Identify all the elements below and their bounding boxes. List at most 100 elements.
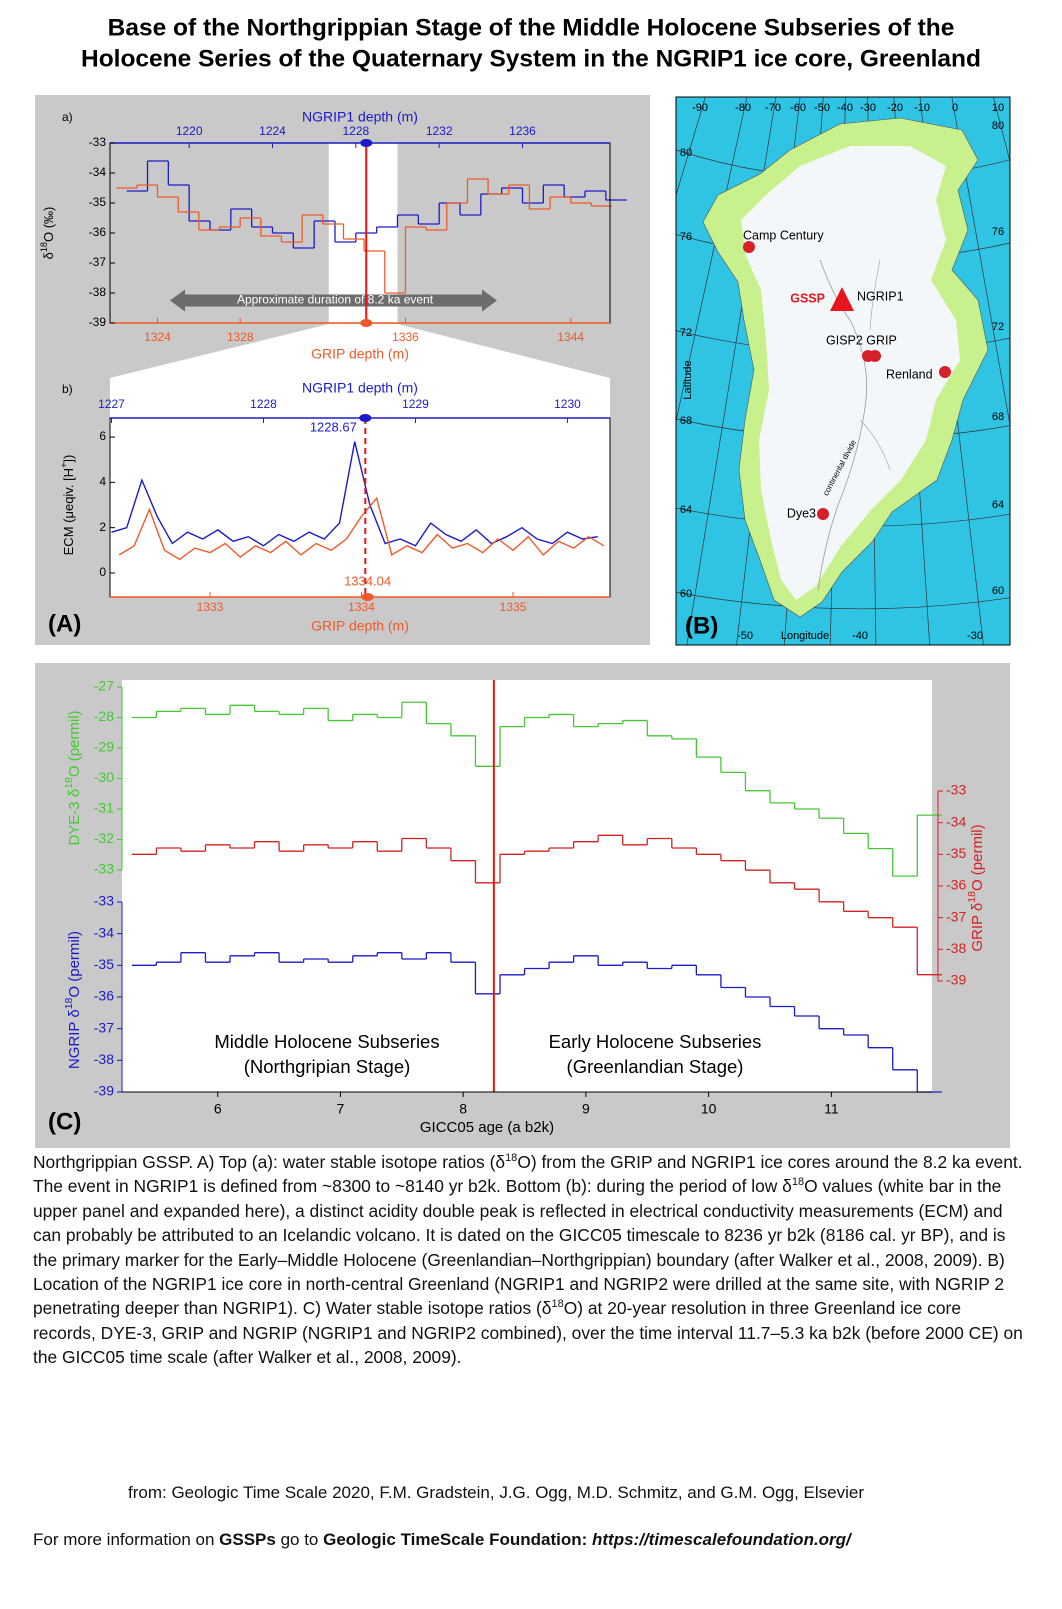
caption-text: O values (white bar in the upper panel a… <box>33 1176 1006 1319</box>
y-tick-label: -37 <box>94 1019 114 1035</box>
annotation: (Northgripian Stage) <box>244 1056 411 1077</box>
site-label: NGRIP1 <box>857 289 904 303</box>
footer-link[interactable]: https://timescalefoundation.org/ <box>592 1530 851 1549</box>
y-tick-label: -34 <box>946 813 966 829</box>
y-axis-title: GRIP δ18O (permil) <box>966 824 986 951</box>
meridian <box>676 97 706 197</box>
y-axis-title: δ18O (‰) <box>39 207 56 260</box>
y-tick-label: -34 <box>94 924 114 940</box>
caption-superscript: 18 <box>791 1176 805 1189</box>
site-dot <box>869 350 881 362</box>
x-bottom-tick-label: 1344 <box>557 330 584 344</box>
y-axis-title: ECM (μeqiv. [H+]) <box>59 455 76 556</box>
site-label: Renland <box>886 367 933 381</box>
y-axis-title-part: 18 <box>63 997 75 1009</box>
caption: Northgrippian GSSP. A) Top (a): water st… <box>33 1150 1023 1370</box>
longitude-label: -70 <box>765 102 781 114</box>
y-tick-label: -37 <box>89 255 107 269</box>
y-tick-label: -35 <box>946 845 966 861</box>
x-bottom-tick-label: 1334 <box>348 600 375 614</box>
y-tick-label: -31 <box>94 800 114 816</box>
latitude-label: 60 <box>992 585 1004 597</box>
longitude-label: -90 <box>692 102 708 114</box>
y-tick-label: 4 <box>99 475 106 489</box>
y-tick-label: -29 <box>94 739 114 755</box>
meridian <box>992 97 1010 163</box>
y-tick-label: -35 <box>89 195 107 209</box>
x-bottom-tick-label: 1324 <box>144 330 171 344</box>
latitude-label: 76 <box>992 226 1004 238</box>
series-line <box>111 441 598 547</box>
x-top-tick-label: 1227 <box>98 397 125 411</box>
y-tick-label: 0 <box>99 565 106 579</box>
y-tick-label: -33 <box>89 135 107 149</box>
latitude-label: 80 <box>680 147 692 159</box>
latitude-label: 80 <box>992 120 1004 132</box>
y-axis-title-part: O (‰) <box>41 207 56 242</box>
longitude-label: -40 <box>837 102 853 114</box>
latitude-label: 72 <box>680 327 692 339</box>
y-axis-title-part: O (permil) <box>969 824 986 891</box>
y-tick-label: -34 <box>89 165 107 179</box>
map: -90 -80 -70 -60 -50 -40 -30 -20 -10 0 10 80 76 72 68 64… <box>675 96 1011 646</box>
y-tick-label: -32 <box>94 830 114 846</box>
meridian <box>676 97 748 424</box>
subpanel-label: a) <box>62 110 73 124</box>
x-axis-title: GICC05 age (a b2k) <box>420 1119 554 1136</box>
map-axis-title: Latitude <box>682 360 694 399</box>
annotation: Middle Holocene Subseries <box>214 1031 439 1052</box>
x-tick-label: 7 <box>337 1101 345 1117</box>
site-label: GISP2 GRIP <box>826 333 897 347</box>
meridian <box>686 97 777 645</box>
series-line <box>118 496 605 561</box>
y-tick-label: -36 <box>94 988 114 1004</box>
caption-text: O) from the GRIP and NGRIP1 ice cores ar… <box>33 1152 1023 1197</box>
x-tick-label: 9 <box>582 1101 590 1117</box>
y-axis-title-part: + <box>59 463 69 468</box>
y-axis-title-part: 18 <box>63 777 75 789</box>
y-tick-label: -37 <box>946 908 966 924</box>
x-top-tick-label: 1220 <box>176 124 203 138</box>
x-bottom-tick-label: 1336 <box>392 330 419 344</box>
map-frame <box>675 96 1011 646</box>
credit: from: Geologic Time Scale 2020, F.M. Gra… <box>128 1483 864 1502</box>
annotation: (Greenlandian Stage) <box>567 1056 744 1077</box>
site-label: Camp Century <box>743 228 824 242</box>
site-label: Dye3 <box>787 506 816 520</box>
y-axis-title-part: ]) <box>61 455 76 463</box>
y-tick-label: -39 <box>94 1083 114 1099</box>
y-tick-label: -28 <box>94 708 114 724</box>
y-tick-label: 2 <box>99 520 106 534</box>
plot-background <box>110 418 610 597</box>
caption-text: Northgrippian GSSP. A) Top (a): water st… <box>33 1152 506 1172</box>
caption-superscript: 18 <box>551 1298 564 1311</box>
longitude-label: -20 <box>887 102 903 114</box>
parallel <box>676 591 1010 609</box>
y-tick-label: -35 <box>94 956 114 972</box>
y-axis-title: NGRIP δ18O (permil) <box>63 931 83 1069</box>
latitude-label: 64 <box>992 499 1004 511</box>
x-top-tick-label: 1229 <box>402 397 429 411</box>
x-top-tick-label: 1228 <box>342 124 369 138</box>
latitude-label: 60 <box>680 588 692 600</box>
panel-label: (A) <box>48 610 81 637</box>
footer-text: go to <box>275 1530 324 1549</box>
ice-sheet <box>741 146 960 600</box>
latitude-label: 64 <box>680 504 692 516</box>
marker-label: 1334.04 <box>344 573 391 588</box>
x-tick-label: 6 <box>214 1101 222 1117</box>
y-axis-title-part: GRIP δ <box>969 903 986 952</box>
x-bottom-axis-title: GRIP depth (m) <box>311 346 409 362</box>
plot-background <box>122 680 932 1092</box>
caption-text: O) at 20-year resolution in three Greenl… <box>33 1298 1023 1368</box>
latitude-label: 76 <box>680 231 692 243</box>
y-axis-title-part: δ <box>41 252 56 259</box>
y-axis-title-part: O (permil) <box>66 710 83 777</box>
title-line: Base of the Northgrippian Stage of the M… <box>108 14 955 41</box>
y-axis-title: DYE-3 δ18O (permil) <box>63 710 83 845</box>
figure: Base of the Northgrippian Stage of the M… <box>35 14 1011 1148</box>
longitude-label: -30 <box>860 102 876 114</box>
site-dot <box>817 508 829 520</box>
x-bottom-tick-label: 1328 <box>227 330 254 344</box>
